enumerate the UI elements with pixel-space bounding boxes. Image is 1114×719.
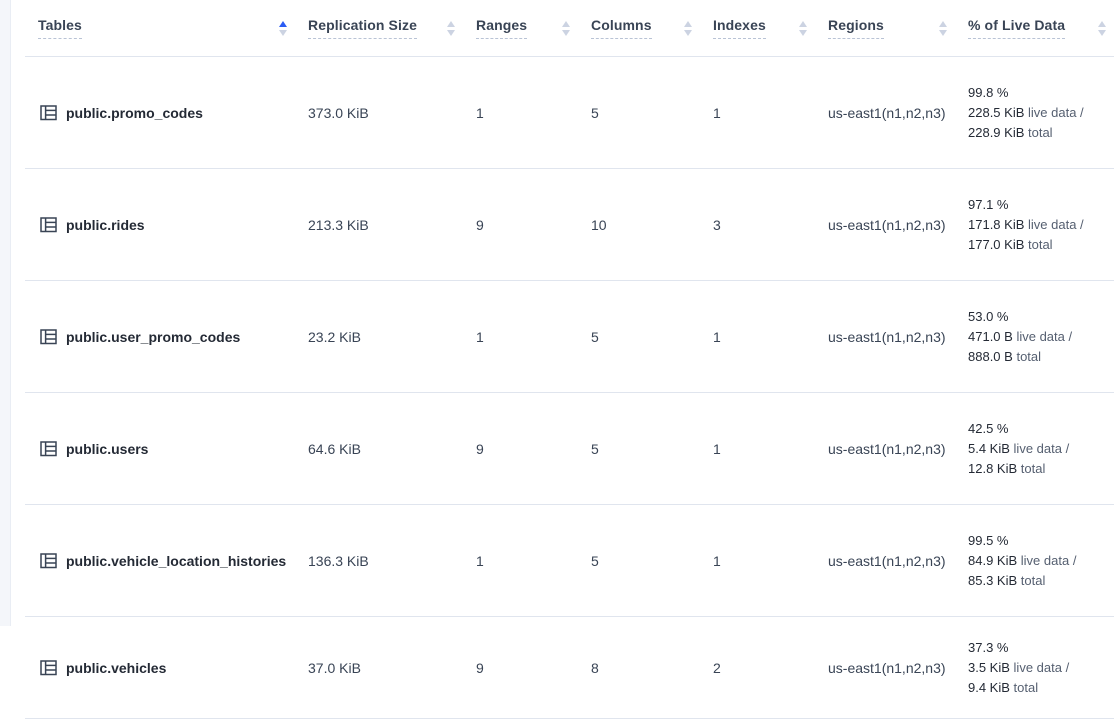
table-row[interactable]: public.vehicles 37.0 KiB 9 8 2 us-east1(… <box>25 616 1114 719</box>
col-header-ranges[interactable]: Ranges <box>463 0 578 57</box>
col-header-columns[interactable]: Columns <box>578 0 700 57</box>
total-data-line: 9.4 KiB total <box>968 679 1039 695</box>
cell-indexes: 1 <box>700 392 815 505</box>
live-data-line: 5.4 KiB live data / <box>968 440 1070 456</box>
table-icon <box>38 438 59 459</box>
page-left-gutter <box>0 0 11 626</box>
cell-regions: us-east1(n1,n2,n3) <box>815 280 955 393</box>
table-row[interactable]: public.promo_codes 373.0 KiB 1 5 1 us-ea… <box>25 56 1114 169</box>
cell-live-data: 53.0 % 471.0 B live data / 888.0 B total <box>955 280 1114 393</box>
col-header-columns-label: Columns <box>591 17 652 39</box>
live-data-line: 3.5 KiB live data / <box>968 659 1070 675</box>
cell-columns: 10 <box>578 168 700 281</box>
cell-ranges: 1 <box>463 280 578 393</box>
table-icon <box>38 214 59 235</box>
cell-columns: 5 <box>578 280 700 393</box>
cell-columns: 5 <box>578 504 700 617</box>
col-header-tables[interactable]: Tables <box>25 0 295 57</box>
table-name-link[interactable]: public.users <box>66 440 149 457</box>
sort-icon-tables[interactable] <box>277 19 289 38</box>
cell-regions: us-east1(n1,n2,n3) <box>815 616 955 719</box>
cell-replication-size: 64.6 KiB <box>295 392 463 505</box>
col-header-ranges-label: Ranges <box>476 17 528 39</box>
total-data-line: 85.3 KiB total <box>968 572 1046 588</box>
cell-columns: 5 <box>578 56 700 169</box>
live-percent: 53.0 % <box>968 308 1009 324</box>
cell-ranges: 1 <box>463 504 578 617</box>
cell-live-data: 99.5 % 84.9 KiB live data / 85.3 KiB tot… <box>955 504 1114 617</box>
live-data-line: 171.8 KiB live data / <box>968 216 1084 232</box>
live-percent: 97.1 % <box>968 196 1009 212</box>
live-data-line: 84.9 KiB live data / <box>968 552 1077 568</box>
table-name-link[interactable]: public.promo_codes <box>66 104 203 121</box>
cell-replication-size: 136.3 KiB <box>295 504 463 617</box>
live-data-line: 471.0 B live data / <box>968 328 1073 344</box>
cell-replication-size: 213.3 KiB <box>295 168 463 281</box>
total-data-line: 888.0 B total <box>968 348 1042 364</box>
col-header-indexes[interactable]: Indexes <box>700 0 815 57</box>
cell-live-data: 97.1 % 171.8 KiB live data / 177.0 KiB t… <box>955 168 1114 281</box>
col-header-replication-size[interactable]: Replication Size <box>295 0 463 57</box>
col-header-indexes-label: Indexes <box>713 17 766 39</box>
table-name-link[interactable]: public.rides <box>66 216 145 233</box>
live-percent: 99.5 % <box>968 532 1009 548</box>
table-icon <box>38 102 59 123</box>
header-row: Tables Replication Size Ranges Columns <box>25 0 1114 57</box>
sort-icon-replication-size[interactable] <box>445 19 457 38</box>
total-data-line: 12.8 KiB total <box>968 460 1046 476</box>
sort-icon-live-data[interactable] <box>1096 19 1108 38</box>
cell-ranges: 9 <box>463 392 578 505</box>
col-header-replication-size-label: Replication Size <box>308 17 417 39</box>
sort-icon-regions[interactable] <box>937 19 949 38</box>
cell-replication-size: 23.2 KiB <box>295 280 463 393</box>
cell-regions: us-east1(n1,n2,n3) <box>815 392 955 505</box>
cell-ranges: 1 <box>463 56 578 169</box>
col-header-live-data-label: % of Live Data <box>968 17 1066 39</box>
col-header-regions-label: Regions <box>828 17 884 39</box>
col-header-tables-label: Tables <box>38 17 82 39</box>
cell-replication-size: 37.0 KiB <box>295 616 463 719</box>
col-header-regions[interactable]: Regions <box>815 0 955 57</box>
cell-columns: 8 <box>578 616 700 719</box>
total-data-line: 228.9 KiB total <box>968 124 1053 140</box>
total-data-line: 177.0 KiB total <box>968 236 1053 252</box>
cell-indexes: 3 <box>700 168 815 281</box>
sort-icon-columns[interactable] <box>682 19 694 38</box>
cell-ranges: 9 <box>463 168 578 281</box>
table-row[interactable]: public.rides 213.3 KiB 9 10 3 us-east1(n… <box>25 168 1114 281</box>
table-name-link[interactable]: public.vehicle_location_histories <box>66 552 287 569</box>
col-header-live-data[interactable]: % of Live Data <box>955 0 1114 57</box>
live-percent: 37.3 % <box>968 639 1009 655</box>
cell-live-data: 37.3 % 3.5 KiB live data / 9.4 KiB total <box>955 616 1114 719</box>
cell-regions: us-east1(n1,n2,n3) <box>815 504 955 617</box>
cell-live-data: 42.5 % 5.4 KiB live data / 12.8 KiB tota… <box>955 392 1114 505</box>
live-percent: 42.5 % <box>968 420 1009 436</box>
cell-live-data: 99.8 % 228.5 KiB live data / 228.9 KiB t… <box>955 56 1114 169</box>
cell-indexes: 1 <box>700 504 815 617</box>
table-row[interactable]: public.user_promo_codes 23.2 KiB 1 5 1 u… <box>25 280 1114 393</box>
tables-grid: Tables Replication Size Ranges Columns <box>25 0 1114 719</box>
table-row[interactable]: public.vehicle_location_histories 136.3 … <box>25 504 1114 617</box>
cell-ranges: 9 <box>463 616 578 719</box>
table-name-link[interactable]: public.vehicles <box>66 659 167 676</box>
cell-indexes: 1 <box>700 280 815 393</box>
table-icon <box>38 326 59 347</box>
sort-icon-indexes[interactable] <box>797 19 809 38</box>
cell-indexes: 1 <box>700 56 815 169</box>
cell-regions: us-east1(n1,n2,n3) <box>815 168 955 281</box>
cell-replication-size: 373.0 KiB <box>295 56 463 169</box>
sort-icon-ranges[interactable] <box>560 19 572 38</box>
table-icon <box>38 550 59 571</box>
live-data-line: 228.5 KiB live data / <box>968 104 1084 120</box>
table-row[interactable]: public.users 64.6 KiB 9 5 1 us-east1(n1,… <box>25 392 1114 505</box>
cell-regions: us-east1(n1,n2,n3) <box>815 56 955 169</box>
table-icon <box>38 657 59 678</box>
tables-grid-container: Tables Replication Size Ranges Columns <box>25 0 1114 719</box>
cell-indexes: 2 <box>700 616 815 719</box>
live-percent: 99.8 % <box>968 84 1009 100</box>
table-name-link[interactable]: public.user_promo_codes <box>66 328 241 345</box>
cell-columns: 5 <box>578 392 700 505</box>
